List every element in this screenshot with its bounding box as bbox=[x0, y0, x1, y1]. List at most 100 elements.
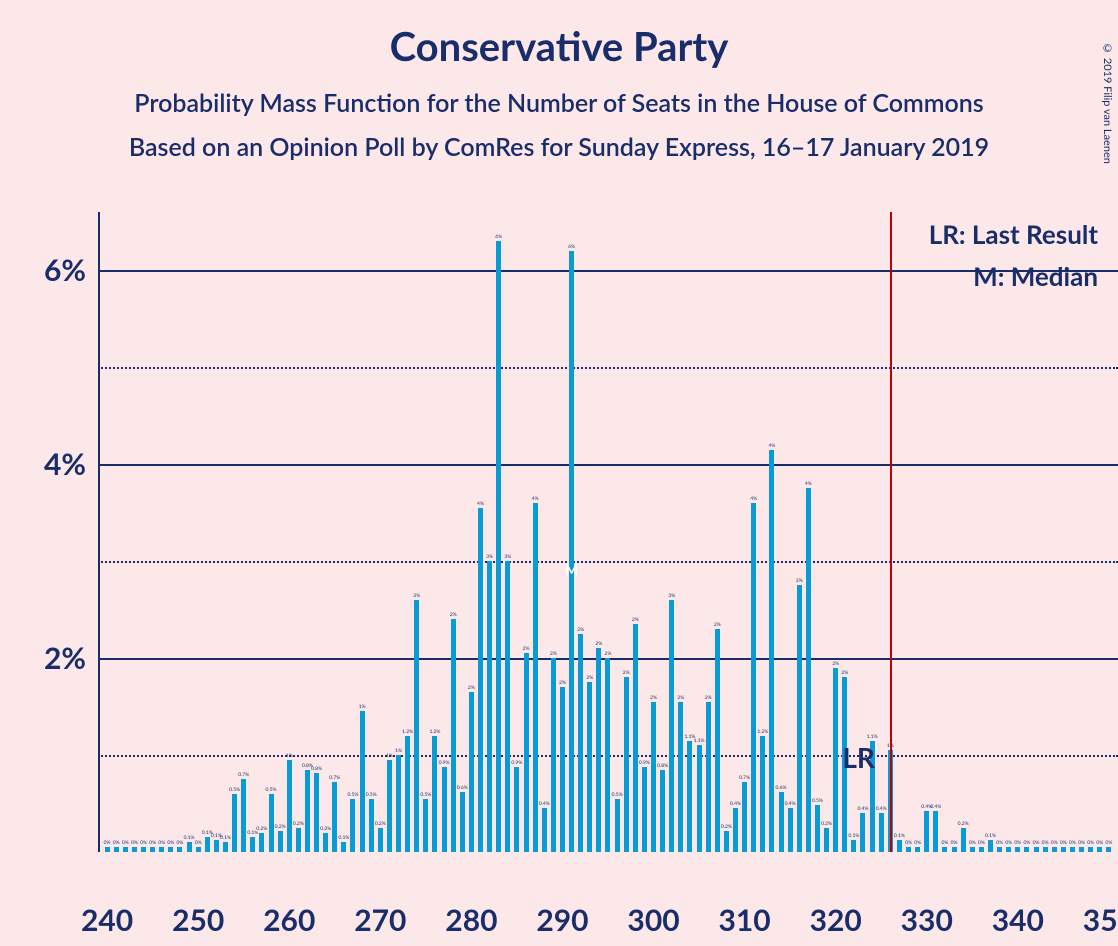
bar-value-label: 0.5% bbox=[229, 787, 240, 793]
bar bbox=[578, 634, 583, 852]
chart-title: Conservative Party bbox=[0, 22, 1118, 70]
bar bbox=[114, 847, 119, 852]
bar bbox=[432, 736, 437, 852]
bar bbox=[387, 760, 392, 852]
bar bbox=[423, 799, 428, 852]
bar-value-label: 0% bbox=[1105, 840, 1112, 846]
bar bbox=[605, 658, 610, 852]
lr-marker-line bbox=[890, 212, 892, 852]
bar-value-label: 0.2% bbox=[958, 821, 969, 827]
bar bbox=[369, 799, 374, 852]
bar bbox=[332, 782, 337, 852]
bar bbox=[751, 503, 756, 852]
bar-value-label: 2% bbox=[450, 612, 457, 618]
y-tick-label: 2% bbox=[44, 640, 86, 676]
bar-value-label: 0.2% bbox=[375, 821, 386, 827]
bar bbox=[687, 741, 692, 853]
bar bbox=[296, 828, 301, 852]
bar-value-label: 0% bbox=[1060, 840, 1067, 846]
bar-value-label: 2% bbox=[714, 622, 721, 628]
bar-value-label: 0% bbox=[969, 840, 976, 846]
bar bbox=[596, 648, 601, 852]
bar bbox=[733, 808, 738, 852]
bar bbox=[1024, 847, 1029, 852]
bar-value-label: 2% bbox=[677, 695, 684, 701]
bar bbox=[451, 619, 456, 852]
bar-value-label: 0% bbox=[996, 840, 1003, 846]
bar bbox=[287, 760, 292, 852]
bar-value-label: 2% bbox=[523, 646, 530, 652]
bar bbox=[697, 745, 702, 852]
x-tick-label: 330 bbox=[901, 902, 953, 938]
bar bbox=[150, 847, 155, 852]
bar-value-label: 0% bbox=[1014, 840, 1021, 846]
bar bbox=[132, 847, 137, 852]
bar-value-label: 0.7% bbox=[238, 772, 249, 778]
bar-value-label: 0% bbox=[1042, 840, 1049, 846]
bar-value-label: 0.2% bbox=[293, 821, 304, 827]
bar-value-label: 2% bbox=[841, 670, 848, 676]
bar-value-label: 2% bbox=[577, 627, 584, 633]
bar-value-label: 4% bbox=[768, 443, 775, 449]
lr-label: LR bbox=[842, 740, 875, 774]
bar bbox=[587, 682, 592, 852]
bar-value-label: 0.7% bbox=[739, 775, 750, 781]
bar bbox=[305, 770, 310, 852]
bar-value-label: 0% bbox=[1078, 840, 1085, 846]
bar bbox=[250, 837, 255, 852]
bar-value-label: 3% bbox=[486, 554, 493, 560]
bar-value-label: 0% bbox=[978, 840, 985, 846]
bar-value-label: 0% bbox=[914, 840, 921, 846]
bar bbox=[879, 813, 884, 852]
legend-lr: LR: Last Result bbox=[929, 218, 1098, 250]
bar-value-label: 0.5% bbox=[420, 792, 431, 798]
bar-value-label: 0% bbox=[140, 840, 147, 846]
bars-container: 0%0%0%0%0%0%0%0%0%0.1%0%0.1%0.1%0.1%0.5%… bbox=[98, 212, 1118, 852]
bar-value-label: 0.4% bbox=[858, 806, 869, 812]
bar bbox=[123, 847, 128, 852]
bar bbox=[187, 842, 192, 852]
bar-value-label: 0% bbox=[149, 840, 156, 846]
bar-value-label: 2% bbox=[586, 675, 593, 681]
bar-value-label: 1.2% bbox=[429, 729, 440, 735]
bar bbox=[979, 847, 984, 852]
bar bbox=[833, 668, 838, 852]
bar-value-label: 0.1% bbox=[220, 835, 231, 841]
bar-value-label: 1% bbox=[286, 753, 293, 759]
x-tick-label: 280 bbox=[445, 902, 497, 938]
bar bbox=[360, 711, 365, 852]
bar bbox=[560, 687, 565, 852]
bar-value-label: 3% bbox=[504, 554, 511, 560]
bar bbox=[815, 805, 820, 852]
bar-value-label: 0% bbox=[1005, 840, 1012, 846]
bar-value-label: 0.2% bbox=[721, 824, 732, 830]
bar bbox=[314, 773, 319, 853]
bar-value-label: 0.5% bbox=[812, 798, 823, 804]
bar-value-label: 0.4% bbox=[876, 806, 887, 812]
x-tick-label: 290 bbox=[536, 902, 588, 938]
bar bbox=[942, 847, 947, 852]
bar bbox=[961, 828, 966, 852]
bar bbox=[769, 450, 774, 852]
bar-value-label: 2% bbox=[550, 651, 557, 657]
bar-value-label: 4% bbox=[477, 501, 484, 507]
y-tick-label: 4% bbox=[44, 446, 86, 482]
bar bbox=[350, 799, 355, 852]
bar bbox=[487, 561, 492, 852]
bar bbox=[915, 847, 920, 852]
bar bbox=[615, 799, 620, 852]
bar bbox=[159, 847, 164, 852]
bar bbox=[241, 779, 246, 852]
chart-subtitle-2: Based on an Opinion Poll by ComRes for S… bbox=[0, 132, 1118, 162]
bar bbox=[460, 792, 465, 852]
bar-value-label: 0% bbox=[113, 840, 120, 846]
bar bbox=[442, 767, 447, 852]
bar bbox=[105, 847, 110, 852]
bar bbox=[788, 808, 793, 852]
bar bbox=[196, 847, 201, 852]
x-tick-label: 250 bbox=[172, 902, 224, 938]
x-tick-label: 320 bbox=[810, 902, 862, 938]
bar-value-label: 0.5% bbox=[266, 787, 277, 793]
bar bbox=[378, 828, 383, 852]
chart-legend: LR: Last Result M: Median bbox=[929, 218, 1098, 302]
